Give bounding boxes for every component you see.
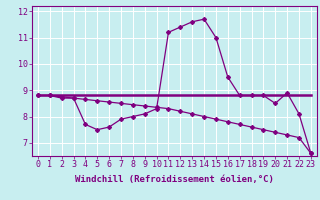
X-axis label: Windchill (Refroidissement éolien,°C): Windchill (Refroidissement éolien,°C) bbox=[75, 175, 274, 184]
